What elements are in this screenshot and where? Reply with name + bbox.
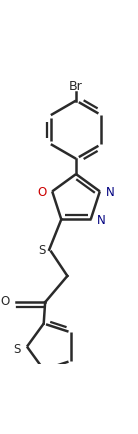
- Text: N: N: [106, 185, 115, 198]
- Text: S: S: [39, 243, 46, 256]
- Text: O: O: [1, 295, 10, 308]
- Text: O: O: [37, 185, 46, 198]
- Text: S: S: [14, 342, 21, 355]
- Text: Br: Br: [69, 79, 83, 92]
- Text: N: N: [97, 214, 106, 227]
